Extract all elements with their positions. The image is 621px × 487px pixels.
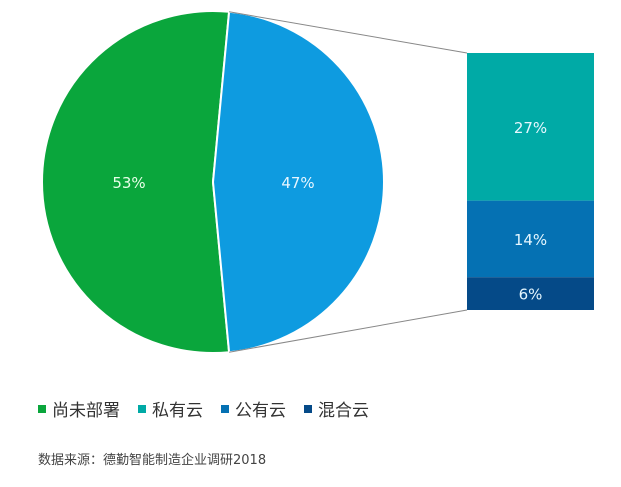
pie-slice-not-deployed <box>41 10 231 354</box>
legend-label: 公有云 <box>235 401 286 421</box>
bar-segment-hybrid-cloud <box>467 277 594 310</box>
legend-swatch <box>221 404 229 413</box>
legend-swatch <box>304 404 312 413</box>
legend-item-hybrid-cloud: 混合云 <box>304 396 369 421</box>
bar-segment-public-cloud-label: 14% <box>514 231 547 249</box>
legend-item-public-cloud: 公有云 <box>221 396 286 421</box>
pie-label-not-deployed: 53% <box>112 174 145 192</box>
connector-line-top <box>229 11 468 54</box>
legend-swatch <box>138 404 146 413</box>
bar-segment-private-cloud-label: 27% <box>514 119 547 137</box>
source-note: 数据来源：德勤智能制造企业调研2018 <box>38 453 267 468</box>
legend-label: 混合云 <box>318 401 369 421</box>
pie-of-bar-chart: 53% 47% 27% 14% 6% <box>41 10 594 354</box>
legend-swatch <box>38 404 46 413</box>
pie-slice-cloud <box>211 10 385 354</box>
legend: 尚未部署 私有云 公有云 混合云 <box>38 396 369 421</box>
pie-label-cloud: 47% <box>281 174 314 192</box>
legend-item-not-deployed: 尚未部署 <box>38 396 120 421</box>
bar-segment-public-cloud <box>467 200 594 278</box>
legend-label: 尚未部署 <box>52 401 120 421</box>
bar-segment-hybrid-cloud-label: 6% <box>519 286 543 304</box>
legend-label: 私有云 <box>152 401 203 421</box>
connector-line-bottom <box>229 309 468 353</box>
legend-item-private-cloud: 私有云 <box>138 396 203 421</box>
bar-segment-private-cloud <box>467 53 594 201</box>
